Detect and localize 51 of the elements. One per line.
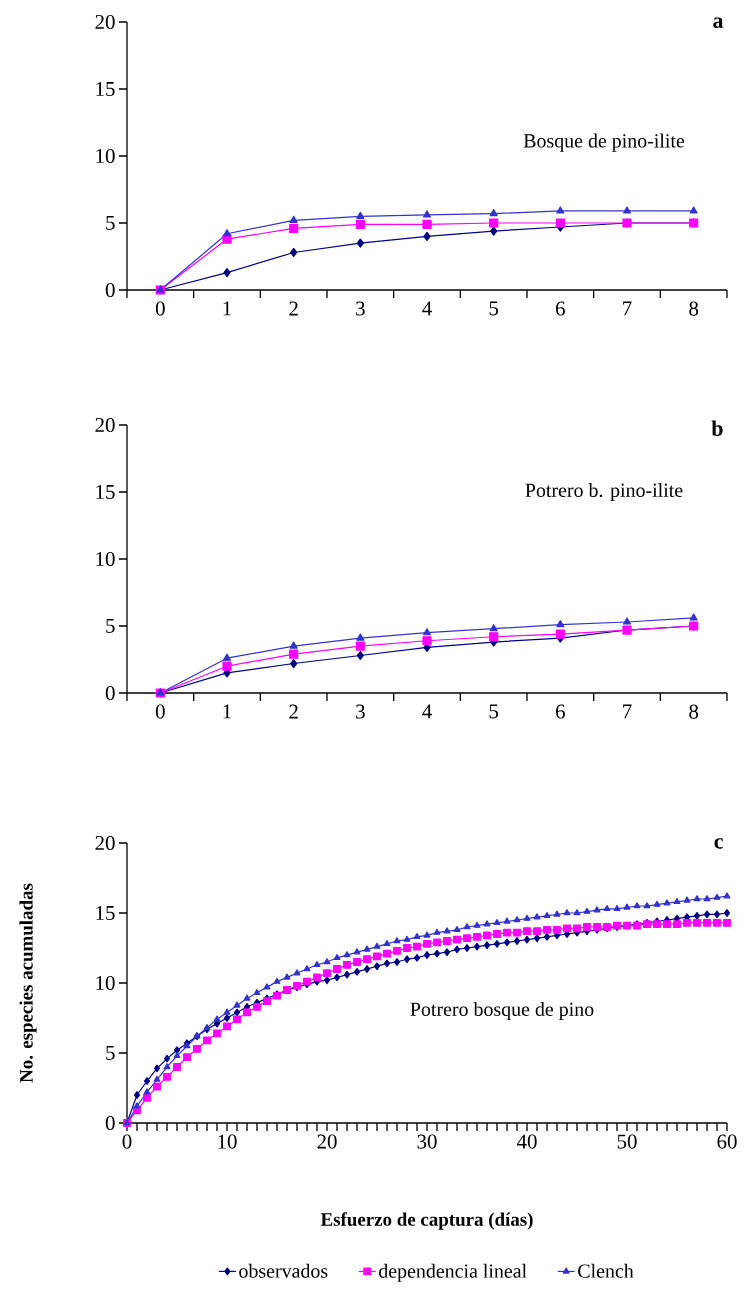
legend-label: dependencia lineal bbox=[379, 1263, 527, 1282]
x-tick-label: 50 bbox=[617, 1134, 637, 1149]
x-tick-label: 4 bbox=[422, 301, 432, 316]
legend-label: Clench bbox=[578, 1263, 634, 1278]
x-tick-label: 0 bbox=[155, 704, 165, 719]
x-tick-label: 4 bbox=[422, 704, 432, 719]
annotation: b bbox=[711, 420, 723, 436]
x-tick-label: 7 bbox=[623, 704, 632, 719]
x-tick-label: 20 bbox=[317, 1134, 337, 1149]
annotation: Bosque de pino-ilite bbox=[523, 133, 685, 152]
x-tick-label: 2 bbox=[289, 704, 298, 719]
annotation: Potrero bosque de pino bbox=[410, 1001, 594, 1021]
y-tick-label: 20 bbox=[95, 417, 115, 433]
x-axis-title: Esfuerzo de captura (días) bbox=[320, 1212, 533, 1230]
y-tick-label: 20 bbox=[95, 14, 115, 30]
x-tick-label: 1 bbox=[223, 301, 231, 316]
y-tick-label: 5 bbox=[106, 216, 115, 230]
y-tick-label: 0 bbox=[105, 282, 115, 298]
x-tick-label: 0 bbox=[122, 1134, 132, 1149]
y-tick-label: 5 bbox=[106, 619, 115, 633]
y-tick-label: 15 bbox=[96, 485, 115, 500]
x-tick-label: 6 bbox=[556, 301, 565, 316]
x-tick-label: 5 bbox=[489, 704, 499, 719]
x-tick-label: 60 bbox=[717, 1134, 737, 1149]
x-tick-label: 10 bbox=[218, 1134, 237, 1149]
x-tick-label: 0 bbox=[155, 301, 165, 316]
y-tick-label: 20 bbox=[95, 835, 115, 851]
x-tick-label: 1 bbox=[223, 704, 231, 719]
y-tick-label: 10 bbox=[96, 975, 115, 991]
legend-label: observados bbox=[239, 1263, 328, 1278]
x-tick-label: 6 bbox=[556, 704, 565, 719]
x-tick-label: 8 bbox=[689, 704, 699, 719]
y-tick-label: 0 bbox=[105, 685, 115, 701]
x-tick-label: 40 bbox=[516, 1134, 537, 1149]
y-tick-label: 10 bbox=[96, 148, 115, 164]
x-tick-label: 3 bbox=[356, 301, 365, 316]
annotation: Potrero b. pino-ilite bbox=[525, 482, 683, 502]
x-tick-label: 5 bbox=[489, 301, 499, 316]
x-tick-label: 8 bbox=[689, 301, 699, 316]
y-axis-title: No. especies acumuladas bbox=[19, 883, 37, 1083]
y-tick-label: 0 bbox=[105, 1115, 115, 1131]
annotation: a bbox=[713, 17, 724, 28]
y-tick-label: 10 bbox=[96, 551, 115, 567]
x-tick-label: 2 bbox=[289, 301, 298, 316]
y-tick-label: 15 bbox=[96, 906, 115, 921]
annotation: c bbox=[714, 838, 723, 849]
y-tick-label: 15 bbox=[96, 81, 115, 97]
x-tick-label: 30 bbox=[417, 1134, 437, 1149]
x-tick-label: 3 bbox=[356, 704, 365, 719]
x-tick-label: 7 bbox=[623, 301, 632, 316]
y-tick-label: 5 bbox=[106, 1046, 115, 1060]
